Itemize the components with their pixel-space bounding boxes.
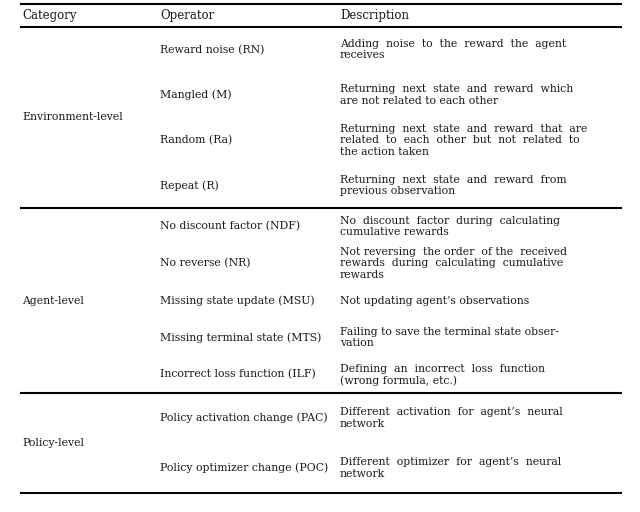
Text: network: network [340, 419, 385, 429]
Text: (wrong formula, etc.): (wrong formula, etc.) [340, 375, 457, 386]
Text: Category: Category [22, 10, 77, 23]
Text: Agent-level: Agent-level [22, 295, 84, 306]
Text: Reward noise (RN): Reward noise (RN) [160, 45, 264, 55]
Text: Mangled (M): Mangled (M) [160, 90, 232, 100]
Text: Policy-level: Policy-level [22, 438, 84, 448]
Text: Environment-level: Environment-level [22, 113, 123, 122]
Text: Defining  an  incorrect  loss  function: Defining an incorrect loss function [340, 364, 545, 374]
Text: Incorrect loss function (ILF): Incorrect loss function (ILF) [160, 369, 316, 380]
Text: Operator: Operator [160, 10, 214, 23]
Text: Policy optimizer change (POC): Policy optimizer change (POC) [160, 463, 328, 473]
Text: Failing to save the terminal state obser-: Failing to save the terminal state obser… [340, 327, 559, 337]
Text: Policy activation change (PAC): Policy activation change (PAC) [160, 413, 328, 423]
Text: Description: Description [340, 10, 409, 23]
Text: related  to  each  other  but  not  related  to: related to each other but not related to [340, 135, 580, 145]
Text: Not reversing  the order  of the  received: Not reversing the order of the received [340, 247, 567, 257]
Text: cumulative rewards: cumulative rewards [340, 227, 449, 237]
Text: network: network [340, 469, 385, 479]
Text: Random (Ra): Random (Ra) [160, 135, 232, 145]
Text: receives: receives [340, 50, 385, 60]
Text: the action taken: the action taken [340, 146, 429, 157]
Text: Different  optimizer  for  agent’s  neural: Different optimizer for agent’s neural [340, 457, 561, 467]
Text: Returning  next  state  and  reward  which: Returning next state and reward which [340, 84, 573, 94]
Text: Adding  noise  to  the  reward  the  agent: Adding noise to the reward the agent [340, 39, 566, 49]
Text: are not related to each other: are not related to each other [340, 96, 498, 105]
Text: rewards  during  calculating  cumulative: rewards during calculating cumulative [340, 259, 563, 268]
Text: Returning  next  state  and  reward  that  are: Returning next state and reward that are [340, 123, 588, 134]
Text: Different  activation  for  agent’s  neural: Different activation for agent’s neural [340, 407, 563, 417]
Text: No  discount  factor  during  calculating: No discount factor during calculating [340, 216, 560, 226]
Text: No reverse (NR): No reverse (NR) [160, 259, 250, 269]
Text: Missing state update (MSU): Missing state update (MSU) [160, 295, 315, 306]
Text: previous observation: previous observation [340, 186, 455, 196]
Text: No discount factor (NDF): No discount factor (NDF) [160, 221, 300, 231]
Text: Not updating agent’s observations: Not updating agent’s observations [340, 295, 529, 306]
Text: vation: vation [340, 338, 374, 348]
Text: Repeat (R): Repeat (R) [160, 180, 219, 190]
Text: Missing terminal state (MTS): Missing terminal state (MTS) [160, 332, 321, 343]
Text: Returning  next  state  and  reward  from: Returning next state and reward from [340, 175, 566, 185]
Text: rewards: rewards [340, 270, 385, 280]
